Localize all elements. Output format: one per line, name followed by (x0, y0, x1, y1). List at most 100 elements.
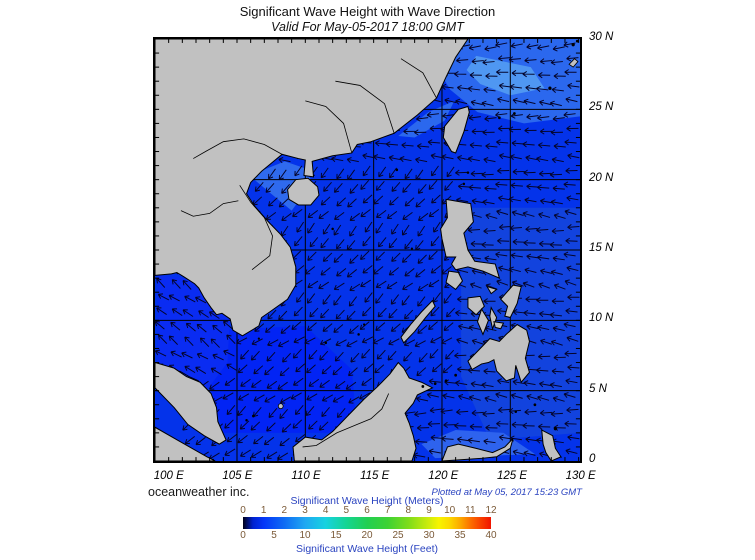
wave-direction-arrow (467, 226, 480, 234)
wave-direction-arrow (387, 350, 397, 361)
wave-direction-arrow (278, 310, 288, 321)
wave-direction-arrow (508, 266, 521, 273)
wave-direction-arrow (404, 197, 415, 207)
wave-direction-arrow (333, 282, 345, 291)
wave-direction-arrow (455, 169, 468, 176)
wave-direction-arrow (224, 419, 234, 429)
wave-direction-arrow (567, 153, 580, 160)
wave-direction-arrow (336, 407, 346, 419)
lon-label-115: 115 E (360, 470, 390, 482)
wave-direction-arrow (442, 364, 453, 374)
wave-direction-arrow (512, 97, 525, 104)
lat-label-0: 0 (589, 453, 596, 466)
wave-direction-arrow (417, 225, 426, 237)
wave-direction-arrow (226, 363, 238, 372)
land-palawan (401, 301, 435, 343)
islet-ryukyu-north-2 (575, 39, 579, 43)
wave-direction-arrow (415, 240, 424, 251)
wave-direction-arrow (468, 114, 481, 121)
wave-direction-arrow (553, 213, 566, 220)
wave-direction-arrow (427, 139, 440, 146)
wave-direction-arrow (512, 238, 525, 245)
wave-direction-arrow (360, 180, 370, 190)
wave-direction-arrow (497, 96, 510, 103)
wave-direction-arrow (482, 59, 495, 66)
wave-direction-arrow (184, 336, 194, 346)
wave-direction-arrow (456, 337, 469, 344)
wave-direction-arrow (484, 396, 497, 402)
meters-tick-0: 0 (240, 505, 246, 516)
wave-direction-arrow (468, 395, 481, 401)
wave-direction-arrow (526, 113, 539, 120)
wave-direction-arrow (347, 169, 355, 181)
feet-tick-30: 30 (423, 530, 435, 541)
wave-direction-arrow (484, 255, 497, 262)
wave-direction-arrow (469, 72, 482, 79)
land-mindoro (446, 271, 462, 289)
wave-direction-arrow (362, 236, 371, 247)
wave-direction-arrow (565, 378, 578, 385)
wave-direction-arrow (307, 209, 319, 219)
feet-tick-35: 35 (454, 530, 466, 541)
wave-direction-arrow (498, 125, 511, 132)
wave-direction-arrow (322, 323, 333, 332)
legend-feet-label: Significant Wave Height (Feet) (295, 543, 438, 555)
wave-direction-arrow (377, 237, 387, 248)
wave-direction-arrow (306, 293, 316, 304)
wave-direction-arrow (454, 352, 467, 359)
wave-direction-arrow (404, 309, 414, 320)
wave-direction-arrow (349, 212, 360, 222)
islet-scarborough (410, 247, 414, 250)
wave-direction-arrow (565, 307, 578, 315)
wave-direction-arrow (430, 265, 441, 274)
wave-direction-arrow (445, 349, 455, 360)
wave-direction-arrow (496, 139, 509, 146)
wave-direction-arrow (442, 393, 455, 400)
wave-direction-arrow (564, 139, 577, 146)
wave-height-map (155, 39, 580, 461)
land-mindanao (468, 325, 529, 383)
meters-tick-1: 1 (260, 505, 267, 516)
wave-direction-arrow (552, 325, 565, 332)
wave-direction-arrow (549, 100, 562, 107)
meters-tick-11: 11 (465, 505, 476, 516)
wave-direction-arrow (456, 57, 469, 64)
wave-direction-arrow (563, 321, 576, 328)
wave-direction-arrow (431, 363, 442, 373)
islet-okinawa (548, 86, 552, 90)
wave-direction-arrow (426, 111, 439, 118)
wave-direction-arrow (551, 157, 564, 164)
wave-direction-arrow (155, 320, 165, 330)
wave-direction-arrow (321, 394, 333, 402)
wave-direction-arrow (279, 367, 290, 377)
wave-direction-arrow (482, 410, 495, 417)
land-masbate (487, 287, 497, 294)
wave-direction-arrow (498, 224, 512, 231)
wave-direction-arrow (510, 42, 523, 49)
wave-direction-arrow (388, 155, 401, 162)
wave-direction-arrow (469, 142, 482, 149)
wave-direction-arrow (250, 421, 261, 431)
wave-direction-arrow (305, 406, 315, 417)
wave-direction-arrow (348, 296, 358, 307)
land-taiwan (443, 107, 469, 153)
wave-direction-arrow (499, 153, 512, 160)
legend-feet-scale: 0 5 10 15 20 25 30 35 40 (240, 530, 496, 541)
wave-direction-arrow (430, 236, 440, 247)
wave-direction-arrow (552, 185, 565, 192)
feet-tick-40: 40 (485, 530, 497, 541)
wave-direction-arrow (304, 266, 316, 275)
wave-direction-arrow (483, 368, 496, 375)
wave-direction-arrow (278, 198, 289, 208)
wave-direction-arrow (335, 339, 347, 347)
wave-direction-arrow (458, 323, 471, 330)
lon-label-100: 100 E (153, 470, 184, 482)
wave-direction-arrow (416, 367, 427, 377)
wave-direction-arrow (402, 211, 413, 221)
wave-direction-arrow (522, 281, 535, 288)
wave-direction-arrow (455, 98, 468, 105)
wave-direction-arrow (428, 250, 438, 260)
wave-direction-arrow (279, 437, 290, 447)
wave-direction-arrow (360, 279, 371, 288)
lon-label-130: 130 E (565, 470, 596, 482)
